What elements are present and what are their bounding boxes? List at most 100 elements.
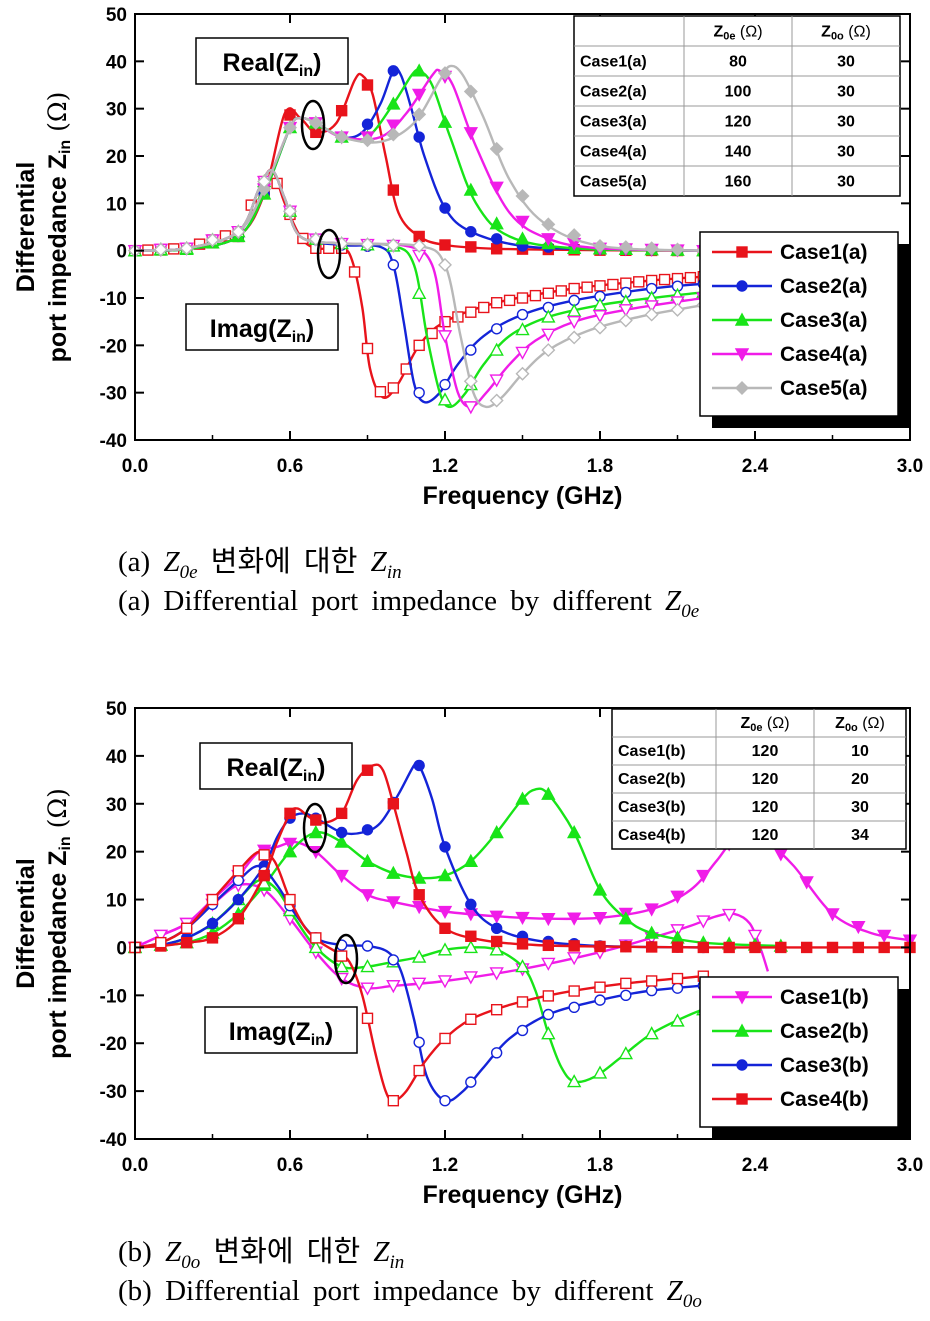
- data-point-imag: [437, 942, 453, 956]
- data-point-imag: [566, 952, 582, 966]
- table-cell: 120: [725, 113, 752, 130]
- data-point-imag: [153, 929, 169, 943]
- data-point-imag: [361, 1012, 374, 1025]
- data-point-imag: [284, 893, 296, 906]
- data-point-imag: [670, 924, 685, 938]
- data-point-real: [515, 215, 530, 229]
- data-point-real: [386, 127, 401, 142]
- legend-label: Case2(a): [780, 275, 868, 298]
- data-point-real: [592, 912, 608, 926]
- x-tick-label: 0.6: [277, 1155, 303, 1176]
- table-cell: 120: [752, 771, 779, 788]
- data-point-imag: [465, 306, 477, 318]
- series-line-imag-Case4(b): [134, 850, 704, 1102]
- data-point-real: [463, 127, 479, 141]
- data-point-imag: [568, 985, 580, 997]
- data-point-real: [334, 869, 349, 884]
- data-point-real: [387, 798, 400, 810]
- legend-marker: [734, 348, 750, 362]
- table-cell: 34: [851, 827, 869, 844]
- data-point-real: [282, 844, 298, 858]
- data-point-imag: [310, 932, 322, 944]
- data-point-imag: [592, 1065, 608, 1079]
- data-point-real: [723, 941, 735, 954]
- data-point-real: [283, 120, 297, 135]
- data-point-imag: [670, 302, 685, 317]
- data-point-real: [361, 764, 374, 776]
- table-cell: 80: [729, 53, 747, 70]
- data-point-imag: [515, 366, 530, 381]
- data-point-imag: [153, 242, 168, 257]
- data-point-real: [749, 941, 761, 954]
- data-point-imag: [658, 273, 671, 286]
- data-point-imag: [439, 1094, 451, 1107]
- data-point-imag: [206, 893, 219, 906]
- data-point-real: [335, 807, 348, 820]
- table-cell: 30: [837, 113, 855, 130]
- y-tick-label: -10: [100, 986, 127, 1007]
- data-point-imag: [503, 294, 516, 307]
- data-point-imag: [411, 977, 427, 991]
- data-point-real: [825, 908, 840, 922]
- data-point-imag: [179, 241, 194, 256]
- data-point-real: [541, 786, 556, 800]
- data-point-real: [411, 901, 427, 915]
- data-point-imag: [541, 343, 556, 358]
- legend-label: Case3(b): [780, 1054, 869, 1077]
- data-point-imag: [463, 971, 479, 985]
- data-point-real: [387, 65, 400, 77]
- y-tick-label: 0: [116, 242, 127, 263]
- table-header-cell: Z0e (Ω): [713, 23, 762, 42]
- data-point-imag: [426, 327, 438, 340]
- data-point-imag: [465, 344, 477, 356]
- y-tick-label: 50: [106, 699, 127, 720]
- data-point-imag: [633, 276, 645, 288]
- legend-marker: [734, 991, 750, 1005]
- data-point-real: [386, 865, 401, 879]
- data-point-imag: [645, 984, 658, 997]
- data-point-imag: [180, 922, 193, 934]
- imag-ellipse: [316, 228, 342, 280]
- data-point-real: [360, 889, 375, 903]
- data-point-imag: [437, 330, 453, 344]
- y-tick-label: 30: [106, 795, 127, 816]
- data-point-imag: [348, 266, 361, 278]
- data-point-imag: [465, 1013, 477, 1025]
- table-cell: 120: [752, 827, 779, 844]
- data-point-imag: [671, 982, 684, 994]
- data-point-real: [232, 913, 245, 925]
- data-point-imag: [334, 959, 349, 973]
- data-point-imag: [566, 1074, 582, 1088]
- data-point-imag: [490, 297, 503, 309]
- data-point-imag: [411, 285, 427, 299]
- data-point-imag: [567, 330, 582, 345]
- data-point-imag: [516, 996, 529, 1008]
- data-point-imag: [541, 1026, 556, 1040]
- legend-marker: [734, 1023, 750, 1037]
- data-point-imag: [232, 874, 245, 887]
- data-point-imag: [437, 975, 453, 989]
- data-point-imag: [620, 977, 632, 990]
- data-point-imag: [489, 374, 504, 388]
- y-tick-label: 20: [106, 843, 127, 864]
- table-cell: Case2(a): [580, 83, 647, 100]
- data-point-imag: [360, 982, 375, 996]
- table-cell: Case1(b): [618, 743, 686, 760]
- data-point-imag: [542, 287, 555, 299]
- data-point-real: [284, 807, 296, 820]
- data-point-real: [489, 910, 504, 924]
- data-point-imag: [618, 313, 633, 328]
- data-point-real: [515, 189, 530, 204]
- data-point-real: [282, 837, 298, 851]
- data-point-imag: [439, 378, 451, 391]
- real-callout-box: [195, 37, 349, 85]
- data-point-imag: [670, 1013, 685, 1027]
- y-axis-label-line2: port impedance Zin (Ω): [43, 788, 74, 1059]
- data-point-imag: [308, 939, 324, 954]
- data-point-imag: [594, 280, 606, 292]
- data-point-real: [541, 233, 556, 247]
- data-point-real: [489, 825, 504, 839]
- table-cell: 160: [725, 173, 752, 190]
- y-tick-label: -30: [100, 1082, 127, 1103]
- imag-callout-box: [185, 303, 339, 351]
